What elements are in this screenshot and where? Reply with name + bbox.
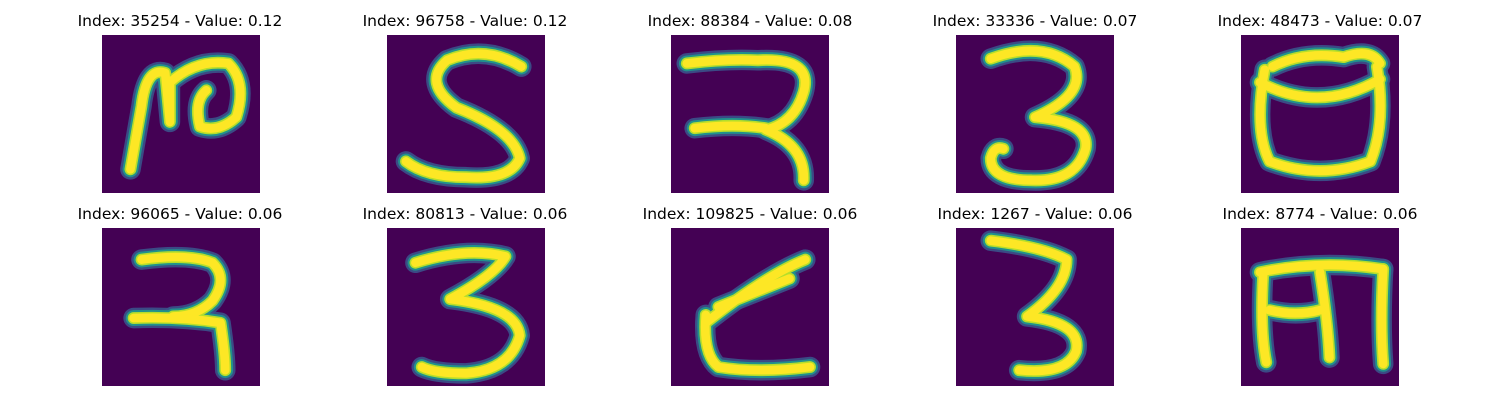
digit-image (671, 228, 829, 386)
digit-image (1241, 228, 1399, 386)
glyph-stroke (1382, 269, 1384, 364)
image-panel: Index: 8774 - Value: 0.06 (1170, 193, 1470, 383)
image-panel: Index: 1267 - Value: 0.06 (885, 193, 1185, 383)
digit-image (956, 35, 1114, 193)
digit-image (956, 228, 1114, 386)
glyph-stroke (1262, 275, 1266, 362)
glyph-stroke (695, 126, 766, 128)
panel-title: Index: 96065 - Value: 0.06 (30, 204, 330, 224)
digit-image (102, 35, 260, 193)
panel-title: Index: 8774 - Value: 0.06 (1170, 204, 1470, 224)
digit-image (1241, 35, 1399, 193)
image-panel: Index: 48473 - Value: 0.07 (1170, 0, 1470, 190)
panel-title: Index: 88384 - Value: 0.08 (600, 11, 900, 31)
panel-title: Index: 48473 - Value: 0.07 (1170, 11, 1470, 31)
digit-image (387, 228, 545, 386)
image-panel: Index: 96065 - Value: 0.06 (30, 193, 330, 383)
glyph-stroke (1269, 310, 1320, 313)
image-panel: Index: 33336 - Value: 0.07 (885, 0, 1185, 190)
image-panel: Index: 80813 - Value: 0.06 (315, 193, 615, 383)
image-panel: Index: 96758 - Value: 0.12 (315, 0, 615, 190)
panel-title: Index: 96758 - Value: 0.12 (315, 11, 615, 31)
panel-title: Index: 35254 - Value: 0.12 (30, 11, 330, 31)
image-panel: Index: 109825 - Value: 0.06 (600, 193, 900, 383)
panel-title: Index: 1267 - Value: 0.06 (885, 204, 1185, 224)
panel-title: Index: 80813 - Value: 0.06 (315, 204, 615, 224)
image-panel: Index: 88384 - Value: 0.08 (600, 0, 900, 190)
digit-image (387, 35, 545, 193)
image-panel: Index: 35254 - Value: 0.12 (30, 0, 330, 190)
digit-image (671, 35, 829, 193)
panel-title: Index: 109825 - Value: 0.06 (600, 204, 900, 224)
digit-image (102, 228, 260, 386)
panel-title: Index: 33336 - Value: 0.07 (885, 11, 1185, 31)
